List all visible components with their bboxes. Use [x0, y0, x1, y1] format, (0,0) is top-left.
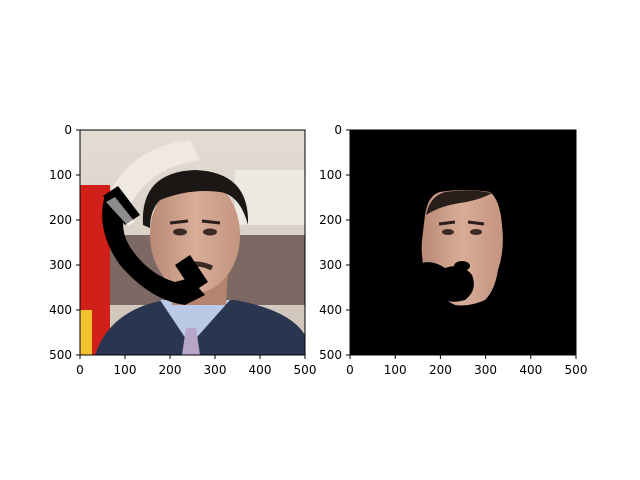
left-ytick-label: 400 — [49, 303, 72, 317]
masked-left-eye — [442, 229, 454, 235]
eyebrows — [169, 219, 221, 225]
left-ytick-label: 100 — [49, 168, 72, 182]
left-ytick-label: 300 — [49, 258, 72, 272]
right-xtick-label: 500 — [565, 363, 588, 377]
right-ytick-label: 400 — [319, 303, 342, 317]
tie — [182, 328, 200, 355]
hair — [142, 170, 249, 228]
left-eye — [173, 228, 187, 236]
left-ytick-label: 0 — [64, 123, 72, 137]
right-panel: 0 100 200 300 400 500 0 100 200 300 400 500 — [319, 123, 587, 377]
right-ytick-label: 200 — [319, 213, 342, 227]
right-xtick-label: 100 — [384, 363, 407, 377]
left-axes-frame — [79, 129, 306, 356]
shirt — [160, 300, 230, 345]
phone-highlight — [106, 197, 135, 226]
left-ytick-label: 200 — [49, 213, 72, 227]
left-xtick-label: 300 — [204, 363, 227, 377]
right-ytick-label: 300 — [319, 258, 342, 272]
occlusion-blob-small — [454, 261, 470, 271]
flag-yellow — [80, 310, 92, 355]
phone-handle-bottom — [175, 255, 208, 292]
right-xtick-label: 0 — [346, 363, 354, 377]
right-xtick-label: 200 — [429, 363, 452, 377]
left-xtick-label: 500 — [294, 363, 317, 377]
right-xtick-label: 400 — [519, 363, 542, 377]
left-xtick-label: 100 — [114, 363, 137, 377]
right-xtick-label: 300 — [474, 363, 497, 377]
left-xtick-label: 400 — [249, 363, 272, 377]
right-ytick-label: 500 — [319, 348, 342, 362]
left-ytick-label: 500 — [49, 348, 72, 362]
left-xtick-label: 0 — [76, 363, 84, 377]
right-image — [350, 130, 576, 355]
left-panel: 0 100 200 300 400 500 0 100 200 300 400 500 — [49, 123, 316, 377]
masked-right-eye — [470, 229, 482, 235]
right-ticks: 0 100 200 300 400 500 0 100 200 300 400 500 — [319, 123, 587, 377]
face — [150, 177, 240, 293]
right-ytick-label: 0 — [334, 123, 342, 137]
occlusion-blob — [415, 262, 474, 302]
right-ytick-label: 100 — [319, 168, 342, 182]
masked-hair-edge — [426, 190, 492, 215]
right-eye — [203, 228, 217, 236]
masked-eyebrows — [438, 220, 485, 226]
left-xtick-label: 200 — [159, 363, 182, 377]
left-ticks: 0 100 200 300 400 500 0 100 200 300 400 500 — [49, 123, 316, 377]
right-axes-frame — [349, 129, 577, 356]
left-photo — [80, 130, 305, 355]
